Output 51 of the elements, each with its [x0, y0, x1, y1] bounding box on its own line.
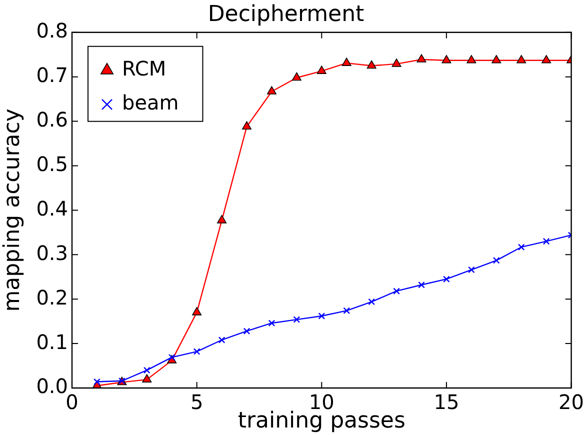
point — [542, 238, 550, 245]
point — [143, 366, 150, 374]
y-tick-label: 0.2 — [36, 285, 68, 310]
point — [518, 244, 525, 251]
point — [392, 58, 402, 67]
point — [293, 316, 300, 323]
y-tick-label: 0.1 — [36, 330, 68, 354]
x-tick-label: 15 — [434, 390, 460, 414]
point — [292, 72, 302, 81]
point — [418, 281, 425, 288]
point — [168, 354, 176, 361]
point — [416, 54, 426, 62]
point — [343, 307, 350, 314]
point — [218, 336, 226, 344]
point — [94, 378, 100, 386]
point — [468, 266, 475, 274]
point — [442, 55, 452, 64]
legend-label: RCM — [122, 56, 166, 81]
point — [217, 215, 227, 224]
x-tick-label: 0 — [66, 390, 78, 414]
point — [368, 298, 375, 306]
point — [443, 276, 450, 283]
point — [243, 328, 250, 335]
point — [366, 60, 376, 69]
point — [492, 257, 500, 264]
point — [393, 288, 400, 295]
point — [268, 320, 276, 327]
point — [466, 55, 476, 64]
chart-title: Decipherment — [208, 2, 365, 27]
y-tick-label: 0.5 — [36, 152, 68, 176]
y-tick-label: 0.3 — [36, 240, 68, 265]
y-tick-label: 0.7 — [36, 63, 68, 88]
point — [542, 55, 552, 64]
point — [492, 55, 502, 64]
x-tick-label: 5 — [190, 390, 204, 414]
point — [192, 307, 202, 316]
point — [193, 348, 200, 355]
legend-label: beam — [122, 90, 179, 115]
point — [342, 58, 352, 66]
y-tick-label: 0.0 — [36, 374, 68, 398]
y-tick-label: 0.4 — [36, 196, 68, 220]
point — [318, 312, 326, 320]
point — [516, 55, 526, 64]
y-axis-title: mapping accuracy — [0, 108, 25, 312]
point — [242, 121, 252, 130]
y-tick-label: 0.8 — [36, 18, 68, 43]
y-tick-label: 0.6 — [36, 108, 68, 132]
point — [266, 86, 276, 94]
point — [316, 66, 326, 74]
point — [142, 374, 152, 382]
x-tick-label: 20 — [558, 390, 584, 414]
